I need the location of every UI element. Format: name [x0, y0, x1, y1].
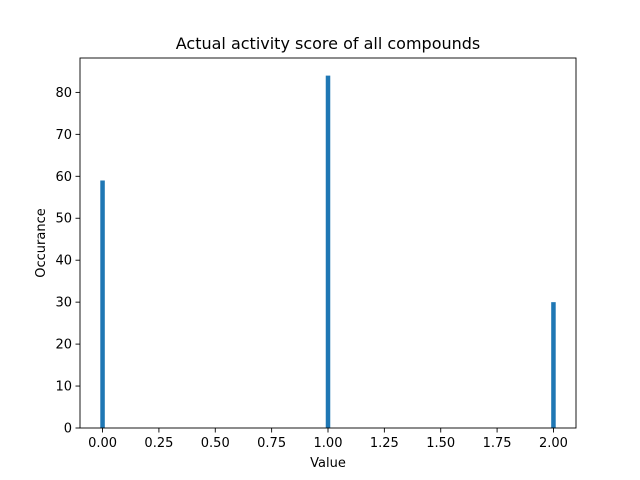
x-axis-ticks: 0.00 0.25 0.50 0.75 1.00 1.25 1.50 1.75 2.00: [88, 428, 568, 451]
x-tick-label: 2.00: [539, 436, 568, 451]
histogram-bar-1: [325, 75, 331, 429]
y-tick-label: 80: [55, 86, 72, 101]
y-tick-label: 70: [55, 128, 72, 143]
histogram-bar-2: [551, 302, 556, 428]
y-tick-label: 40: [55, 254, 72, 269]
x-tick-label: 0.25: [144, 436, 173, 451]
x-tick-label: 1.75: [483, 436, 512, 451]
y-tick-label: 60: [55, 170, 72, 185]
bars-layer: [100, 75, 556, 429]
x-tick-label: 1.25: [370, 436, 399, 451]
y-tick-label: 30: [55, 296, 72, 311]
y-tick-label: 20: [55, 338, 72, 353]
y-tick-label: 0: [64, 422, 72, 437]
x-tick-label: 1.50: [426, 436, 455, 451]
y-tick-label: 10: [55, 380, 72, 395]
histogram-bar-0: [100, 180, 105, 428]
chart-title: Actual activity score of all compounds: [176, 34, 481, 53]
y-axis-label: Occurance: [34, 208, 49, 277]
x-tick-label: 0.75: [257, 436, 286, 451]
y-tick-label: 50: [55, 212, 72, 227]
x-axis-label: Value: [310, 456, 346, 471]
x-tick-label: 1.00: [314, 436, 343, 451]
x-tick-label: 0.50: [201, 436, 230, 451]
x-tick-label: 0.00: [88, 436, 117, 451]
y-axis-ticks: 0 10 20 30 40 50 60 70 80: [55, 86, 80, 437]
